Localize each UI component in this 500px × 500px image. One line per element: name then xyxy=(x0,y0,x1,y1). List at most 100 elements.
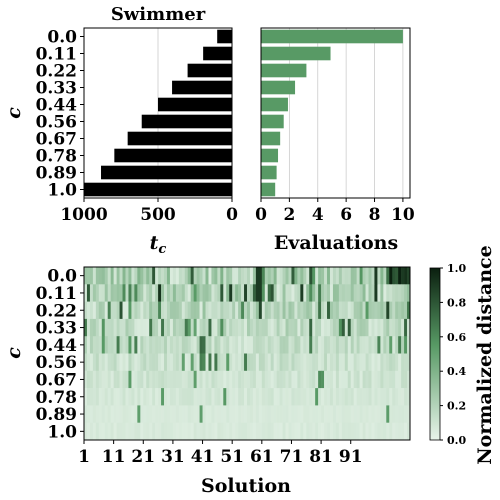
heatmap-cell xyxy=(330,405,333,423)
heatmap-cell xyxy=(366,319,369,337)
heatmap-cell xyxy=(125,267,128,285)
heatmap-cell xyxy=(369,336,372,354)
heatmap-cell xyxy=(143,405,146,423)
heatmap-cell xyxy=(383,336,386,354)
heatmap-cell xyxy=(226,388,229,406)
heatmap-x-tick-label: 1 xyxy=(78,447,90,467)
heatmap-cell xyxy=(342,371,345,389)
heatmap-cell xyxy=(330,336,333,354)
heatmap-cell xyxy=(140,405,143,423)
heatmap-cell xyxy=(206,388,209,406)
heatmap-cell xyxy=(188,267,191,285)
heatmap-cell xyxy=(271,302,274,320)
heatmap-cell xyxy=(238,405,241,423)
heatmap-cell xyxy=(321,336,324,354)
heatmap-cell xyxy=(247,354,250,372)
heatmap-cell xyxy=(333,336,336,354)
heatmap-cell xyxy=(271,371,274,389)
heatmap-cell xyxy=(253,284,256,302)
heatmap-cell xyxy=(401,371,404,389)
heatmap-cell xyxy=(327,319,330,337)
heatmap-cell xyxy=(203,319,206,337)
heatmap-cell xyxy=(125,336,128,354)
heatmap-cell xyxy=(179,267,182,285)
heatmap-cell xyxy=(176,284,179,302)
heatmap-cell xyxy=(354,423,357,441)
heatmap-cell xyxy=(336,302,339,320)
heatmap-cell xyxy=(238,354,241,372)
heatmap-cell xyxy=(389,423,392,441)
heatmap-cell xyxy=(259,319,262,337)
heatmap-cell xyxy=(220,336,223,354)
heatmap-cell xyxy=(111,302,114,320)
colorbar-tick-label: 0.6 xyxy=(447,331,466,344)
heatmap-cell xyxy=(117,405,120,423)
heatmap-cell xyxy=(404,354,407,372)
heatmap-cell xyxy=(268,354,271,372)
heatmap-cell xyxy=(235,319,238,337)
heatmap-cell xyxy=(117,336,120,354)
heatmap-cell xyxy=(149,371,152,389)
heatmap-cell xyxy=(164,354,167,372)
heatmap-cell xyxy=(256,423,259,441)
heatmap-cell xyxy=(283,423,286,441)
heatmap-cell xyxy=(404,371,407,389)
heatmap-cell xyxy=(247,319,250,337)
heatmap-cell xyxy=(232,423,235,441)
heatmap-cell xyxy=(294,302,297,320)
heatmap-cell xyxy=(194,302,197,320)
heatmap-cell xyxy=(131,371,134,389)
heatmap-cell xyxy=(131,405,134,423)
heatmap-cell xyxy=(288,371,291,389)
heatmap-cell xyxy=(217,354,220,372)
heatmap-cell xyxy=(244,336,247,354)
heatmap-cell xyxy=(155,267,158,285)
heatmap-cell xyxy=(164,284,167,302)
heatmap-cell xyxy=(312,284,315,302)
heatmap-cell xyxy=(274,302,277,320)
heatmap-cell xyxy=(117,284,120,302)
heatmap-y-tick-label: 1.0 xyxy=(47,422,77,442)
heatmap-cell xyxy=(306,423,309,441)
heatmap-x-tick-label: 91 xyxy=(339,447,363,467)
heatmap-cell xyxy=(244,405,247,423)
heatmap-cell xyxy=(93,267,96,285)
heatmap-cell xyxy=(191,405,194,423)
heatmap-cell xyxy=(131,267,134,285)
heatmap-cell xyxy=(312,371,315,389)
heatmap-cell xyxy=(194,423,197,441)
heatmap-cell xyxy=(235,354,238,372)
heatmap-cell xyxy=(250,302,253,320)
heatmap-cell xyxy=(268,302,271,320)
heatmap-cell xyxy=(217,371,220,389)
heatmap-cell xyxy=(315,336,318,354)
heatmap-cell xyxy=(283,336,286,354)
heatmap-cell xyxy=(271,423,274,441)
heatmap-cell xyxy=(220,354,223,372)
heatmap-cell xyxy=(182,336,185,354)
heatmap-cell xyxy=(357,371,360,389)
heatmap-cell xyxy=(300,423,303,441)
heatmap-cell xyxy=(374,371,377,389)
heatmap-cell xyxy=(271,354,274,372)
heatmap-cell xyxy=(360,388,363,406)
heatmap-cell xyxy=(223,388,226,406)
heatmap-cell xyxy=(214,405,217,423)
heatmap-x-tick-label: 31 xyxy=(161,447,185,467)
heatmap-cell xyxy=(360,319,363,337)
heatmap-cell xyxy=(158,371,161,389)
heatmap-cell xyxy=(309,284,312,302)
heatmap-cell xyxy=(179,371,182,389)
heatmap-cell xyxy=(315,423,318,441)
heatmap-cell xyxy=(140,388,143,406)
heatmap-cell xyxy=(170,267,173,285)
heatmap-cell xyxy=(229,302,232,320)
heatmap-cell xyxy=(306,371,309,389)
colorbar-gradient xyxy=(430,268,440,440)
heatmap-cell xyxy=(380,336,383,354)
heatmap-cell xyxy=(274,267,277,285)
heatmap-cell xyxy=(303,388,306,406)
heatmap-cell xyxy=(389,354,392,372)
heatmap-cell xyxy=(194,354,197,372)
heatmap-cell xyxy=(280,388,283,406)
